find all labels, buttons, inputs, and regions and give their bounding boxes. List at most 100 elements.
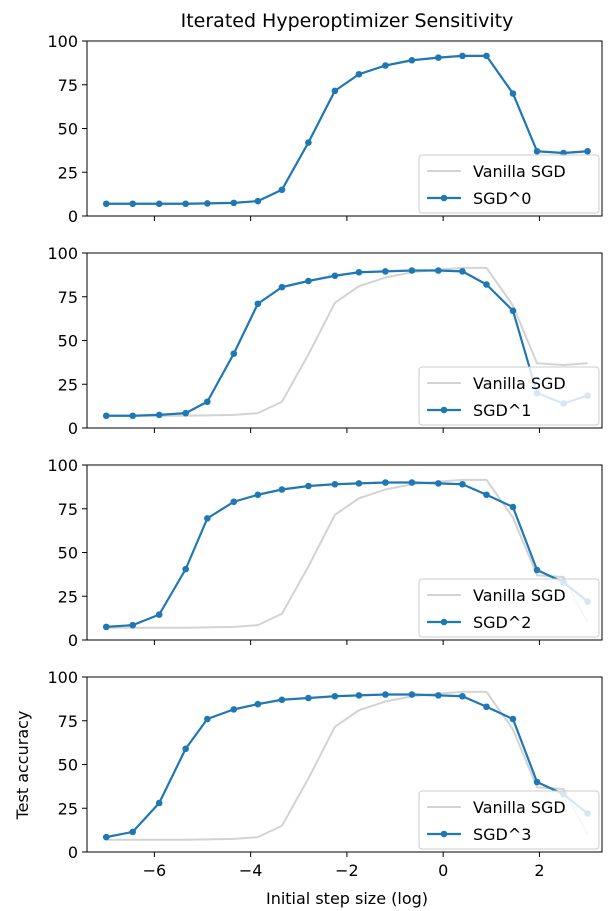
x-axis-label: Initial step size (log) bbox=[266, 889, 428, 908]
plot-area bbox=[102, 690, 591, 841]
y-tick-label: 100 bbox=[47, 32, 78, 51]
data-point bbox=[355, 268, 363, 276]
data-point bbox=[102, 412, 110, 420]
y-tick-label: 25 bbox=[58, 587, 78, 606]
series-line-baseline bbox=[106, 478, 589, 629]
x-tick-label: −4 bbox=[239, 861, 263, 880]
legend-label: Vanilla SGD bbox=[473, 162, 566, 181]
chart-title: Iterated Hyperoptimizer Sensitivity bbox=[181, 10, 514, 32]
x-tick-label: 0 bbox=[438, 861, 448, 880]
legend-label: SGD^2 bbox=[473, 613, 531, 632]
data-point bbox=[533, 778, 541, 786]
data-point bbox=[483, 491, 490, 499]
data-point bbox=[278, 486, 286, 493]
data-point bbox=[584, 147, 591, 155]
data-point bbox=[182, 745, 189, 753]
y-tick-label: 25 bbox=[58, 375, 78, 394]
data-point bbox=[230, 706, 238, 713]
data-point bbox=[204, 715, 211, 723]
y-tick-label: 0 bbox=[68, 843, 78, 862]
y-tick-label: 25 bbox=[58, 799, 78, 818]
legend-label: Vanilla SGD bbox=[473, 798, 566, 817]
data-point bbox=[155, 411, 163, 419]
data-point bbox=[382, 691, 389, 698]
data-point bbox=[182, 565, 189, 573]
data-point bbox=[230, 498, 238, 506]
data-point bbox=[435, 692, 442, 699]
legend-label: SGD^1 bbox=[473, 401, 531, 420]
data-point bbox=[129, 621, 137, 629]
data-point bbox=[102, 623, 110, 631]
data-point bbox=[204, 200, 211, 207]
legend: Vanilla SGD SGD^3 bbox=[418, 790, 600, 850]
data-point bbox=[382, 268, 389, 275]
data-point bbox=[305, 482, 312, 490]
series-line-main bbox=[106, 54, 588, 205]
legend-marker bbox=[440, 194, 448, 202]
data-point bbox=[459, 692, 466, 700]
data-point bbox=[230, 350, 238, 357]
legend: Vanilla SGD SGD^1 bbox=[418, 366, 600, 426]
data-point bbox=[204, 398, 211, 406]
legend-box bbox=[418, 366, 600, 426]
data-point bbox=[509, 715, 517, 723]
y-tick-label: 50 bbox=[58, 544, 78, 563]
series-line-baseline bbox=[106, 266, 588, 417]
y-tick-label: 0 bbox=[68, 207, 78, 226]
data-point bbox=[509, 307, 517, 315]
y-tick-label: 75 bbox=[58, 500, 78, 519]
data-point bbox=[254, 300, 262, 308]
data-point bbox=[355, 70, 363, 78]
data-point bbox=[254, 491, 262, 499]
x-tick-label: −6 bbox=[143, 861, 167, 880]
series-line-main bbox=[106, 269, 588, 417]
legend-box bbox=[418, 154, 600, 214]
y-tick-label: 100 bbox=[47, 456, 78, 475]
panel-3: 0 25 50 75 100 Vanilla SGD SGD^2 bbox=[47, 456, 603, 650]
data-point bbox=[305, 139, 312, 146]
y-tick-label: 75 bbox=[58, 76, 78, 95]
data-point bbox=[331, 692, 339, 700]
data-point bbox=[305, 694, 312, 702]
legend-label: SGD^3 bbox=[473, 825, 531, 844]
panel-4: 0 25 50 75 100 −6 −4 −2 0 2 Vanilla SGD SGD^3 bbox=[47, 668, 603, 880]
data-point bbox=[182, 200, 189, 208]
legend-box bbox=[418, 790, 600, 850]
data-point bbox=[435, 480, 442, 487]
legend: Vanilla SGD SGD^0 bbox=[418, 154, 600, 214]
y-tick-label: 100 bbox=[47, 668, 78, 687]
series-line-main bbox=[106, 693, 589, 839]
legend-label: Vanilla SGD bbox=[473, 586, 566, 605]
data-point bbox=[509, 503, 517, 511]
data-point bbox=[355, 692, 363, 699]
data-point bbox=[254, 197, 262, 205]
data-point bbox=[459, 268, 466, 275]
data-point bbox=[331, 87, 339, 95]
data-point bbox=[459, 480, 466, 488]
data-point bbox=[483, 703, 490, 711]
data-point bbox=[459, 52, 466, 60]
data-point bbox=[278, 283, 286, 291]
x-tick-label: 2 bbox=[534, 861, 544, 880]
data-point bbox=[305, 277, 312, 285]
x-tick-label: −2 bbox=[335, 861, 359, 880]
y-tick-label: 75 bbox=[58, 288, 78, 307]
data-point bbox=[102, 833, 110, 841]
y-tick-label: 75 bbox=[58, 712, 78, 731]
series-line-baseline bbox=[106, 690, 589, 841]
y-axis-label: Test accuracy bbox=[13, 711, 32, 821]
data-point bbox=[382, 479, 389, 486]
y-tick-label: 50 bbox=[58, 756, 78, 775]
data-point bbox=[230, 199, 238, 207]
legend-marker bbox=[440, 618, 448, 626]
series-line-main bbox=[106, 481, 589, 628]
legend-label: SGD^0 bbox=[473, 189, 531, 208]
legend-label: Vanilla SGD bbox=[473, 374, 566, 393]
y-tick-label: 50 bbox=[58, 120, 78, 139]
data-point bbox=[331, 480, 339, 488]
panel-1: 0 25 50 75 100 Vanilla SGD SGD^0 bbox=[47, 32, 603, 226]
data-point bbox=[435, 267, 442, 274]
y-tick-label: 50 bbox=[58, 332, 78, 351]
data-point bbox=[129, 200, 137, 208]
panels: 0 25 50 75 100 Vanilla SGD SGD^0 0 25 50 75 100 Vani… bbox=[47, 32, 603, 880]
